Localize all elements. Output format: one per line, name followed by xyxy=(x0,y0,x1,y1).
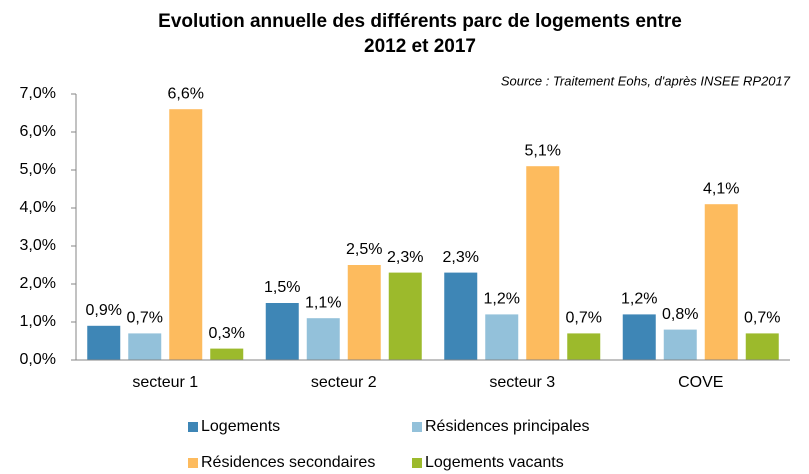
source-note: Source : Traitement Eohs, d'après INSEE … xyxy=(501,73,791,88)
value-label: 0,3% xyxy=(209,325,245,342)
value-label: 1,5% xyxy=(264,279,300,296)
x-tick-label: secteur 2 xyxy=(311,374,377,391)
value-label: 2,3% xyxy=(387,249,423,266)
value-label: 0,7% xyxy=(566,310,602,327)
legend-label: Logements vacants xyxy=(425,454,564,471)
bar xyxy=(663,329,697,360)
value-label: 1,1% xyxy=(305,294,341,311)
chart-title: 2012 et 2017 xyxy=(364,36,476,57)
bar xyxy=(485,314,519,360)
bar xyxy=(567,333,601,360)
value-label: 4,1% xyxy=(703,180,739,197)
bar xyxy=(622,314,656,360)
value-label: 1,2% xyxy=(484,291,520,308)
x-tick-label: secteur 3 xyxy=(489,374,555,391)
y-tick-label: 3,0% xyxy=(20,237,56,254)
bar xyxy=(745,333,779,360)
y-tick-label: 0,0% xyxy=(20,351,56,368)
value-label: 2,5% xyxy=(346,241,382,258)
value-label: 0,8% xyxy=(662,306,698,323)
legend-label: Résidences principales xyxy=(425,418,590,435)
y-tick-label: 5,0% xyxy=(20,161,56,178)
bar xyxy=(704,204,738,360)
bar xyxy=(169,109,203,360)
legend-label: Logements xyxy=(201,418,280,435)
value-label: 0,7% xyxy=(744,310,780,327)
bar xyxy=(388,272,422,360)
value-label: 2,3% xyxy=(443,249,479,266)
y-tick-label: 2,0% xyxy=(20,275,56,292)
legend-swatch xyxy=(188,422,198,432)
value-label: 0,9% xyxy=(86,302,122,319)
chart-title: Evolution annuelle des différents parc d… xyxy=(158,11,682,32)
bar xyxy=(306,318,340,360)
value-label: 0,7% xyxy=(127,310,163,327)
bar xyxy=(347,265,381,360)
legend-swatch xyxy=(412,458,422,468)
y-tick-label: 7,0% xyxy=(20,85,56,102)
x-tick-label: secteur 1 xyxy=(132,374,198,391)
bar xyxy=(128,333,162,360)
y-tick-label: 6,0% xyxy=(20,123,56,140)
bar xyxy=(526,166,560,360)
bar xyxy=(210,348,244,360)
legend-label: Résidences secondaires xyxy=(201,454,375,471)
y-tick-label: 1,0% xyxy=(20,313,56,330)
value-label: 6,6% xyxy=(168,85,204,102)
y-tick-label: 4,0% xyxy=(20,199,56,216)
legend-swatch xyxy=(188,458,198,468)
bar xyxy=(265,303,299,360)
legend-swatch xyxy=(412,422,422,432)
bar xyxy=(444,272,478,360)
value-label: 5,1% xyxy=(525,142,561,159)
value-label: 1,2% xyxy=(621,291,657,308)
x-tick-label: COVE xyxy=(678,374,723,391)
bar xyxy=(87,325,121,360)
